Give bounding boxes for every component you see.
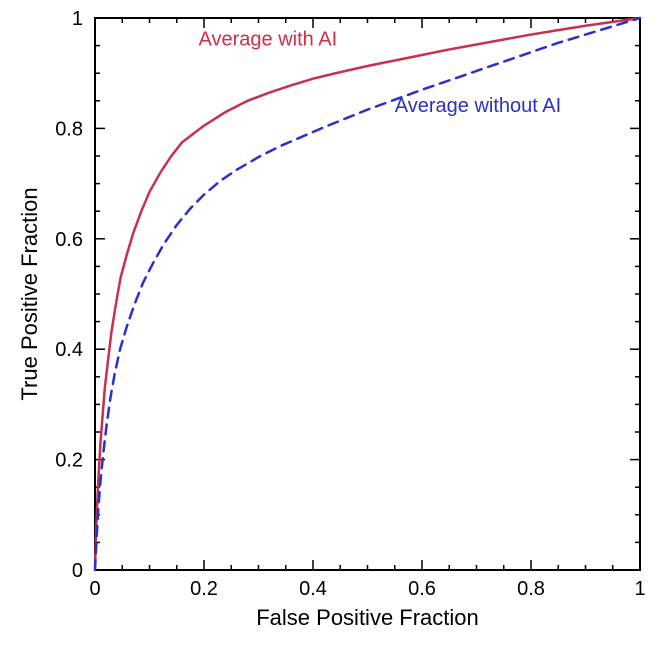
y-axis-label: True Positive Fraction (17, 187, 42, 400)
y-tick-label: 0 (72, 560, 83, 582)
y-tick-label: 0.6 (55, 229, 83, 251)
roc-chart: 0 0.2 0.4 0.6 0.8 1 0 0.2 0.4 0.6 0.8 1 False Positi… (0, 0, 666, 649)
y-tick-label: 1 (72, 8, 83, 30)
x-tick-label: 0.8 (517, 578, 545, 600)
y-tick-label: 0.4 (55, 339, 83, 361)
x-axis-label: False Positive Fraction (256, 605, 479, 630)
y-tick-label: 0.2 (55, 450, 83, 472)
x-tick-label: 0.6 (408, 578, 436, 600)
series-label-with_ai: Average with AI (199, 29, 338, 51)
roc-chart-container: 0 0.2 0.4 0.6 0.8 1 0 0.2 0.4 0.6 0.8 1 False Positi… (0, 0, 666, 649)
series-label-without_ai: Average without AI (395, 95, 561, 117)
x-tick-label: 0.4 (299, 578, 327, 600)
x-tick-label: 0 (89, 578, 100, 600)
x-tick-label: 1 (634, 578, 645, 600)
y-tick-label: 0.8 (55, 118, 83, 140)
x-tick-label: 0.2 (190, 578, 218, 600)
